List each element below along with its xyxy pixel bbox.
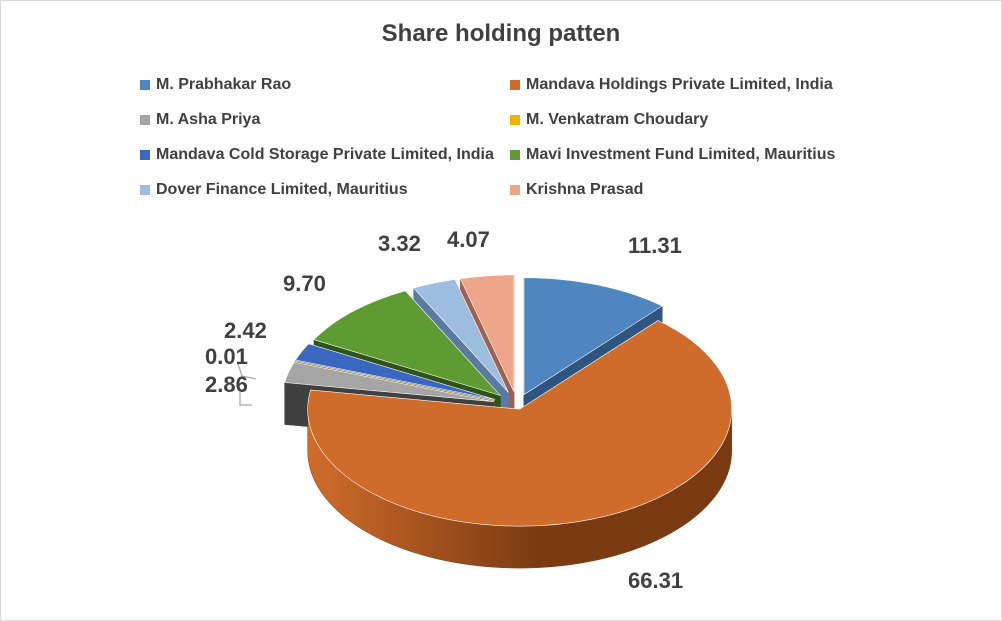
legend-label-mandava-holdings: Mandava Holdings Private Limited, India bbox=[526, 76, 833, 93]
data-label-m-asha-priya: 2.86 bbox=[205, 372, 248, 397]
data-label-mavi-investment-fund-limited-mauritius: 9.70 bbox=[283, 271, 326, 296]
leader-line-m-asha-priya bbox=[239, 392, 252, 406]
legend-swatch-mandava-cold-storage bbox=[140, 150, 150, 160]
legend-swatch-m-asha-priya bbox=[140, 115, 150, 125]
legend-item-mandava-holdings: Mandava Holdings Private Limited, India bbox=[510, 76, 833, 94]
chart-title: Share holding patten bbox=[381, 20, 621, 47]
legend-item-m-asha-priya: M. Asha Priya bbox=[140, 111, 260, 129]
legend-swatch-m-prabhakar-rao bbox=[140, 80, 150, 90]
pie-slice-mavi-investment-fund-limited-mauritius bbox=[313, 290, 502, 397]
data-label-mandava-holdings-private-limited-india: 66.31 bbox=[628, 568, 683, 593]
pie-slice-dover-finance-limited-mauritius bbox=[413, 279, 509, 393]
legend-item-krishna-prasad: Krishna Prasad bbox=[510, 181, 643, 199]
legend-swatch-mavi-investment-fund bbox=[510, 150, 520, 160]
pie-slice-m-asha-priya bbox=[284, 361, 494, 402]
data-label-m-prabhakar-rao: 11.31 bbox=[628, 233, 682, 258]
pie-slice-m-venkatram-choudary bbox=[294, 360, 495, 401]
data-label-dover-finance-limited-mauritius: 3.32 bbox=[378, 231, 421, 256]
legend-label-m-asha-priya: M. Asha Priya bbox=[156, 111, 261, 128]
legend-item-mavi-investment-fund: Mavi Investment Fund Limited, Mauritius bbox=[510, 146, 835, 164]
legend-label-dover-finance: Dover Finance Limited, Mauritius bbox=[156, 181, 408, 198]
legend-label-m-venkatram-choudary: M. Venkatram Choudary bbox=[526, 111, 709, 128]
legend-item-mandava-cold-storage: Mandava Cold Storage Private Limited, In… bbox=[140, 146, 494, 164]
data-label-krishna-prasad: 4.07 bbox=[447, 227, 490, 252]
legend-label-mandava-cold-storage: Mandava Cold Storage Private Limited, In… bbox=[156, 146, 494, 163]
pie-slice-mandava-holdings-private-limited-india bbox=[307, 320, 733, 527]
pie-slice-mandava-cold-storage-private-limited-india bbox=[295, 343, 496, 400]
legend-label-mavi-investment-fund: Mavi Investment Fund Limited, Mauritius bbox=[526, 146, 836, 163]
legend-swatch-mandava-holdings bbox=[510, 80, 520, 90]
legend-item-m-venkatram-choudary: M. Venkatram Choudary bbox=[510, 111, 708, 129]
legend-swatch-m-venkatram-choudary bbox=[510, 115, 520, 125]
data-label-mandava-cold-storage-private-limited-india: 2.42 bbox=[224, 318, 267, 343]
leader-line-m-venkatram-choudary bbox=[237, 363, 257, 380]
legend-item-m-prabhakar-rao: M. Prabhakar Rao bbox=[140, 76, 291, 94]
pie-slice-krishna-prasad bbox=[459, 274, 515, 392]
pie-slice-m-prabhakar-rao bbox=[523, 277, 663, 396]
data-label-m-venkatram-choudary: 0.01 bbox=[205, 344, 248, 369]
legend-swatch-krishna-prasad bbox=[510, 185, 520, 195]
legend-label-krishna-prasad: Krishna Prasad bbox=[526, 181, 644, 198]
legend-label-m-prabhakar-rao: M. Prabhakar Rao bbox=[156, 76, 292, 93]
legend-swatch-dover-finance bbox=[140, 185, 150, 195]
legend-item-dover-finance: Dover Finance Limited, Mauritius bbox=[140, 181, 408, 199]
